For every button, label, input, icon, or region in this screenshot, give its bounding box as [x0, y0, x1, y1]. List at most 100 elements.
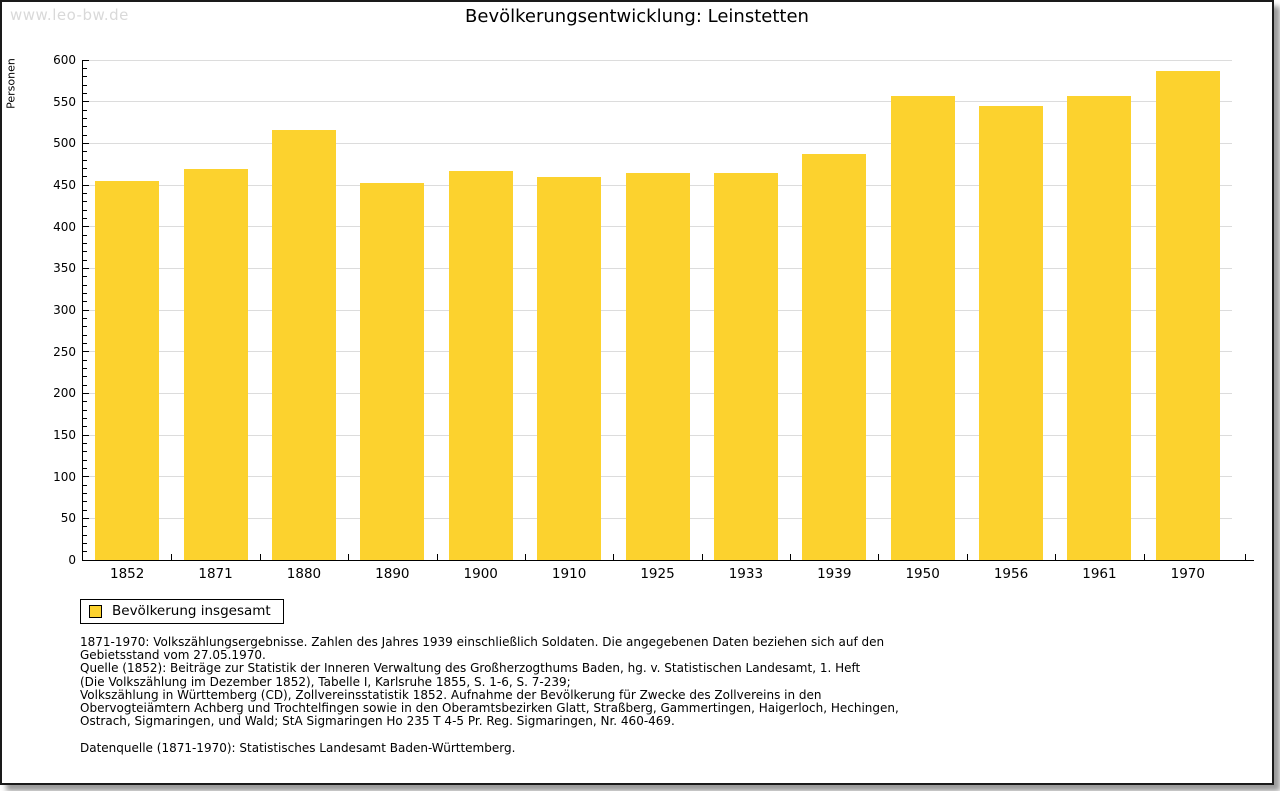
- y-axis-tick-labels: 0 50 100 150 200 250 300 350 400 450 500 550 600: [2, 53, 76, 567]
- y-tick-label: 200: [53, 386, 76, 401]
- y-minor-tick: [83, 134, 87, 136]
- y-tick-label: 150: [53, 428, 76, 442]
- y-minor-tick: [83, 334, 87, 336]
- y-minor-tick: [83, 151, 87, 153]
- legend-label: Bevölkerung insgesamt: [112, 603, 271, 619]
- x-boundary-tick: [790, 554, 792, 560]
- y-minor-tick: [83, 92, 87, 94]
- y-minor-tick: [83, 259, 87, 261]
- site-watermark: www.leo-bw.de: [10, 6, 129, 24]
- footnote-line: (Die Volkszählung im Dezember 1852), Tab…: [80, 674, 571, 689]
- y-minor-tick: [83, 359, 87, 361]
- x-boundary-tick: [878, 554, 880, 560]
- y-minor-tick: [83, 376, 87, 378]
- y-tick-label: 400: [53, 219, 76, 234]
- y-minor-tick: [83, 417, 87, 419]
- y-minor-tick: [83, 484, 87, 486]
- y-minor-tick: [83, 326, 87, 328]
- footnote-line: Obervogteiämtern Achberg und Trochtelfin…: [80, 701, 899, 716]
- y-minor-tick: [83, 467, 87, 469]
- y-major-tick: [83, 142, 89, 144]
- x-tick-label: 1900: [463, 566, 498, 582]
- y-major-tick: [83, 309, 89, 311]
- y-minor-tick: [83, 159, 87, 161]
- y-minor-tick: [83, 209, 87, 211]
- footnote-line: Quelle (1852): Beiträge zur Statistik de…: [80, 661, 861, 676]
- legend: Bevölkerung insgesamt: [80, 599, 284, 624]
- y-major-tick: [83, 226, 89, 228]
- x-tick-label: 1970: [1170, 566, 1205, 582]
- y-tick-label: 450: [53, 178, 76, 192]
- y-minor-tick: [83, 442, 87, 444]
- bar-1910: [537, 176, 602, 560]
- x-boundary-tick: [701, 554, 703, 560]
- y-tick-label: 600: [53, 53, 76, 67]
- y-tick-label: 0: [68, 553, 76, 567]
- y-major-tick: [83, 101, 89, 103]
- bar-1890: [360, 182, 425, 560]
- x-tick-label: 1890: [375, 566, 410, 582]
- x-tick-label: 1939: [817, 566, 852, 582]
- y-minor-tick: [83, 526, 87, 528]
- y-major-tick: [83, 434, 89, 436]
- y-minor-tick: [83, 451, 87, 453]
- bar-1852: [95, 180, 160, 560]
- y-minor-tick: [83, 201, 87, 203]
- y-major-tick: [83, 267, 89, 269]
- plot-area: 1852 1871 1880 1890 1900 1910 1925 1933 1939 1950…: [82, 59, 1246, 582]
- y-minor-tick: [83, 76, 87, 78]
- x-tick-label: 1925: [640, 566, 675, 582]
- x-boundary-tick: [171, 554, 173, 560]
- legend-swatch: [89, 604, 102, 618]
- y-minor-tick: [83, 542, 87, 544]
- x-boundary-tick: [524, 554, 526, 560]
- y-minor-tick: [83, 276, 87, 278]
- x-axis-end-tick: [1245, 554, 1246, 560]
- y-major-tick: [83, 392, 89, 394]
- y-minor-tick: [83, 242, 87, 244]
- y-tick-label: 100: [53, 469, 76, 484]
- y-minor-tick: [83, 301, 87, 303]
- y-minor-tick: [83, 84, 87, 86]
- y-tick-label: 250: [53, 344, 76, 359]
- x-boundary-tick: [259, 554, 261, 560]
- x-boundary-tick: [613, 554, 615, 560]
- y-minor-tick: [83, 109, 87, 111]
- bar-1939: [802, 154, 867, 560]
- y-minor-tick: [83, 492, 87, 494]
- footnote-line: Gebietsstand vom 27.05.1970.: [80, 648, 266, 663]
- y-major-tick: [83, 476, 89, 478]
- x-tick-label: 1933: [728, 566, 764, 582]
- x-tick-label: 1950: [905, 566, 940, 582]
- y-minor-tick: [83, 167, 87, 169]
- y-minor-tick: [83, 251, 87, 253]
- chart-title: Bevölkerungsentwicklung: Leinstetten: [465, 6, 809, 27]
- y-minor-tick: [83, 551, 87, 553]
- x-boundary-tick: [436, 554, 438, 560]
- y-minor-tick: [83, 117, 87, 119]
- datasource-line: Datenquelle (1871-1970): Statistisches L…: [80, 741, 516, 756]
- bar-1880: [271, 130, 336, 560]
- x-tick-label: 1961: [1082, 566, 1117, 582]
- bar-1961: [1067, 95, 1132, 560]
- bar-1970: [1155, 70, 1220, 560]
- y-minor-tick: [83, 426, 87, 428]
- y-tick-label: 500: [53, 136, 76, 151]
- y-minor-tick: [83, 459, 87, 461]
- y-major-tick: [83, 59, 89, 61]
- y-minor-tick: [83, 367, 87, 369]
- y-minor-tick: [83, 234, 87, 236]
- footnotes: 1871-1970: Volkszählungsergebnisse. Zahl…: [80, 635, 899, 756]
- y-minor-tick: [83, 401, 87, 403]
- x-axis-line: [82, 560, 1254, 561]
- x-tick-label: 1956: [993, 566, 1029, 582]
- x-boundary-tick: [1143, 554, 1145, 560]
- x-tick-label: 1871: [198, 566, 233, 582]
- y-tick-label: 300: [53, 303, 76, 317]
- footnote-line: Volkszählung in Württemberg (CD), Zollve…: [80, 687, 822, 702]
- footnote-line: 1871-1970: Volkszählungsergebnisse. Zahl…: [80, 635, 885, 649]
- bar-1925: [625, 172, 690, 560]
- x-boundary-tick: [966, 554, 968, 560]
- y-minor-tick: [83, 342, 87, 344]
